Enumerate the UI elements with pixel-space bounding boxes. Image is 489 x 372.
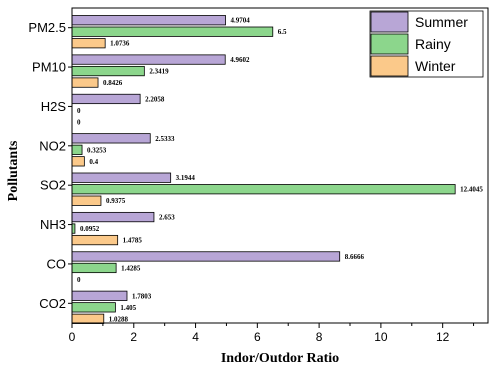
bar-rainy-co <box>71 262 117 274</box>
data-label-rainy-no2: 0.3253 <box>87 146 107 154</box>
data-label-summer-no2: 2.5333 <box>155 135 175 143</box>
bar-winter-so2 <box>71 195 102 206</box>
legend-label-rainy: Rainy <box>415 36 451 52</box>
data-label-rainy-so2: 12.4045 <box>460 186 483 194</box>
category-label-so2: SO2 <box>40 178 66 193</box>
bar-rainy-co2 <box>71 302 116 313</box>
bar-rainy-pm25 <box>71 26 274 37</box>
bar-summer-pm10 <box>71 54 226 65</box>
data-label-rainy-pm25: 6.5 <box>278 28 287 36</box>
data-label-summer-nh3: 2.653 <box>159 214 175 222</box>
bar-rainy-no2 <box>71 144 83 155</box>
category-label-pm25: PM2.5 <box>28 20 66 35</box>
data-label-winter-no2: 0.4 <box>89 158 98 166</box>
category-labels-layer: PM2.5 PM10 H2S NO2 SO2 NH3 CO CO2 <box>28 20 66 311</box>
bar-rainy-pm10 <box>71 65 145 77</box>
y-axis-title: Pollutants <box>6 140 21 201</box>
legend-swatch-winter <box>370 55 409 77</box>
category-label-h2s: H2S <box>41 99 67 114</box>
data-label-winter-pm10: 0.8426 <box>103 79 123 87</box>
plot-area-frame <box>71 7 489 324</box>
bar-winter-pm25 <box>71 38 106 49</box>
bar-winter-pm10 <box>71 77 99 88</box>
legend-swatch-rainy <box>370 33 409 55</box>
x-axis-title: Indor/Outdor Ratio <box>221 351 339 366</box>
data-label-winter-pm25: 1.0736 <box>110 40 130 48</box>
x-tick-label: 4 <box>192 330 199 344</box>
category-label-no2: NO2 <box>39 138 66 153</box>
data-label-winter-so2: 0.9375 <box>106 197 126 205</box>
x-tick-label: 12 <box>436 330 450 344</box>
legend-label-winter: Winter <box>415 58 456 74</box>
data-label-winter-nh3: 1.4785 <box>123 237 143 245</box>
x-tick-label: 0 <box>69 330 76 344</box>
data-label-summer-pm10: 4.9602 <box>230 56 250 64</box>
bar-rainy-so2 <box>71 184 456 195</box>
data-label-summer-h2s: 2.2058 <box>145 95 165 103</box>
bar-summer-co2 <box>71 290 128 301</box>
data-label-winter-co: 0 <box>77 276 81 284</box>
bar-summer-nh3 <box>71 211 155 223</box>
category-label-pm10: PM10 <box>32 60 66 75</box>
legend-label-summer: Summer <box>415 14 468 30</box>
x-tick-label: 6 <box>254 330 261 344</box>
data-label-winter-co2: 1.0288 <box>109 315 129 323</box>
legend-swatch-summer <box>370 11 409 33</box>
category-label-co: CO <box>47 256 67 271</box>
bar-winter-no2 <box>71 156 85 167</box>
data-label-rainy-co2: 1.405 <box>120 304 136 312</box>
data-label-summer-co: 8.6666 <box>345 253 365 261</box>
data-label-rainy-h2s: 0 <box>77 107 81 115</box>
x-tick-label: 10 <box>374 330 388 344</box>
category-label-nh3: NH3 <box>40 217 66 232</box>
bar-winter-nh3 <box>71 234 119 246</box>
data-label-rainy-nh3: 0.0952 <box>80 225 100 233</box>
category-label-co2: CO2 <box>39 296 66 311</box>
data-label-summer-so2: 3.1944 <box>176 174 196 182</box>
x-tick-label: 2 <box>130 330 137 344</box>
bar-summer-pm25 <box>71 15 226 26</box>
legend: Summer Rainy Winter <box>369 10 484 78</box>
bar-summer-so2 <box>71 172 172 183</box>
data-label-rainy-co: 1.4285 <box>121 264 141 272</box>
bar-summer-h2s <box>71 93 141 105</box>
x-tick-label: 8 <box>316 330 323 344</box>
data-label-rainy-pm10: 2.3419 <box>149 68 169 76</box>
data-label-summer-co2: 1.7803 <box>132 292 152 300</box>
bar-winter-co2 <box>71 313 105 324</box>
bar-summer-co <box>71 251 341 262</box>
data-label-summer-pm25: 4.9704 <box>231 17 251 25</box>
bar-summer-no2 <box>71 133 151 144</box>
data-label-winter-h2s: 0 <box>77 118 81 126</box>
